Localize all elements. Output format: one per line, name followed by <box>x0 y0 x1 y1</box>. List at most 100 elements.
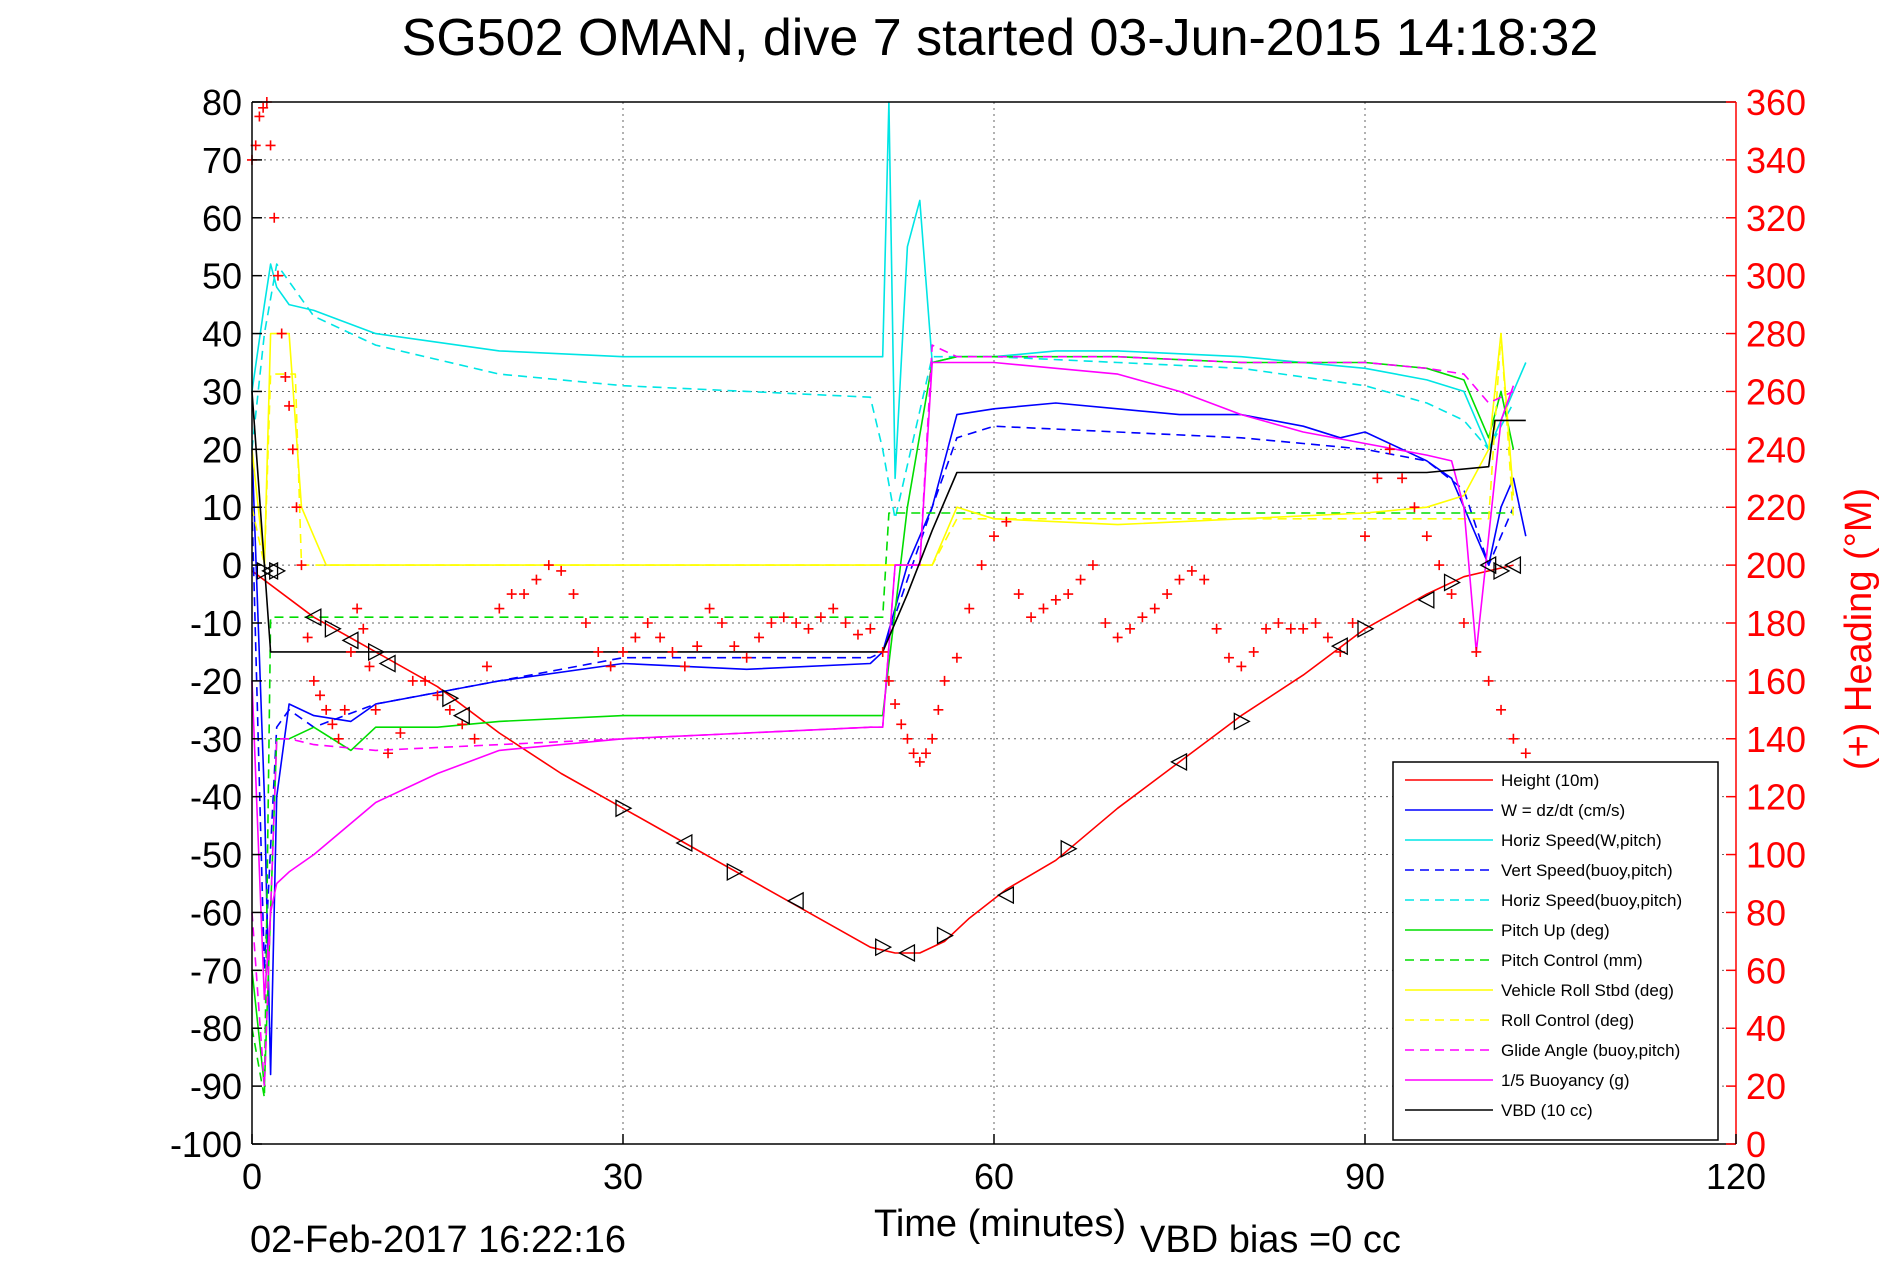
heading-marker-89 <box>1100 618 1111 628</box>
heading-marker-40 <box>556 565 567 576</box>
y-right-tick-label-4: 280 <box>1746 314 1806 355</box>
y-axis-right-ticks: 3603403203002802602402202001801601401201… <box>1726 82 1806 1165</box>
heading-marker-18 <box>327 719 338 730</box>
heading-marker-55 <box>741 652 752 663</box>
heading-marker-77 <box>951 652 962 663</box>
y-right-tick-label-13: 100 <box>1746 835 1806 876</box>
y-right-tick-label-7: 220 <box>1746 487 1806 528</box>
y-right-tick-label-15: 60 <box>1746 950 1786 991</box>
heading-marker-87 <box>1075 574 1086 585</box>
heading-marker-68 <box>890 699 901 710</box>
heading-marker-57 <box>766 618 777 628</box>
triangle-marker-25 <box>1479 556 1497 575</box>
heading-marker-73 <box>920 748 931 759</box>
heading-marker-119 <box>1471 646 1482 657</box>
x-tick-label-3: 90 <box>1345 1156 1385 1197</box>
y-left-tick-label-3: 50 <box>202 256 242 297</box>
heading-marker-25 <box>370 704 381 715</box>
heading-marker-70 <box>902 733 913 744</box>
footer-date: 02-Feb-2017 16:22:16 <box>250 1219 626 1261</box>
y-left-tick-label-4: 40 <box>202 314 242 355</box>
triangle-marker-4 <box>324 619 342 638</box>
heading-marker-60 <box>803 623 814 634</box>
heading-marker-62 <box>828 603 839 614</box>
y-left-tick-label-8: 0 <box>222 545 242 586</box>
y-left-tick-label-6: 20 <box>202 429 242 470</box>
triangle-marker-17 <box>996 885 1015 905</box>
y-right-tick-label-12: 120 <box>1746 777 1806 818</box>
legend-label-8: Roll Control (deg) <box>1501 1011 1634 1030</box>
heading-marker-47 <box>642 618 653 628</box>
legend-label-6: Pitch Control (mm) <box>1501 951 1643 970</box>
heading-marker-93 <box>1149 603 1160 614</box>
heading-marker-80 <box>989 531 999 542</box>
heading-marker-88 <box>1087 560 1098 571</box>
y-right-tick-label-3: 300 <box>1746 256 1806 297</box>
y-left-tick-label-11: -30 <box>190 719 242 760</box>
heading-marker-98 <box>1211 623 1222 634</box>
triangle-marker-23 <box>1417 590 1435 609</box>
heading-marker-72 <box>914 756 925 767</box>
heading-marker-28 <box>407 675 418 686</box>
series-line-0 <box>251 564 1514 954</box>
y-left-tick-label-13: -50 <box>190 835 242 876</box>
heading-marker-71 <box>908 748 919 759</box>
heading-marker-12 <box>291 502 302 513</box>
triangle-marker-22 <box>1357 619 1375 638</box>
heading-marker-100 <box>1236 661 1247 672</box>
triangle-marker-8 <box>442 689 460 708</box>
legend: Height (10m) W = dz/dt (cm/s) Horiz Speed(… <box>1392 761 1719 1141</box>
triangle-marker-19 <box>1170 752 1188 772</box>
heading-marker-2 <box>254 111 265 122</box>
legend-label-9: Glide Angle (buoy,pitch) <box>1501 1041 1680 1060</box>
heading-marker-46 <box>630 632 641 643</box>
heading-marker-41 <box>568 589 579 600</box>
heading-marker-66 <box>877 646 888 657</box>
chart-title: SG502 OMAN, dive 7 started 03-Jun-2015 1… <box>402 9 1599 67</box>
triangle-marker-10 <box>615 799 633 818</box>
heading-marker-121 <box>1496 704 1507 715</box>
heading-marker-7 <box>272 270 283 281</box>
y-left-tick-label-16: -80 <box>190 1008 242 1049</box>
series-line-8 <box>251 332 1515 566</box>
legend-label-2: Horiz Speed(W,pitch) <box>1501 831 1662 850</box>
triangle-marker-11 <box>675 833 693 853</box>
heading-marker-29 <box>420 675 431 686</box>
heading-marker-45 <box>618 646 628 657</box>
y-right-tick-label-9: 180 <box>1746 603 1806 644</box>
heading-marker-35 <box>494 603 505 614</box>
y-left-tick-label-2: 60 <box>202 198 242 239</box>
triangle-marker-21 <box>1330 637 1348 656</box>
heading-marker-13 <box>296 560 307 571</box>
heading-marker-114 <box>1409 502 1420 513</box>
y-left-tick-label-7: 10 <box>202 487 242 528</box>
triangle-marker-26 <box>1493 561 1511 580</box>
y-right-tick-label-5: 260 <box>1746 371 1806 412</box>
x-axis-label: Time (minutes) <box>874 1203 1126 1245</box>
legend-label-1: W = dz/dt (cm/s) <box>1501 801 1625 820</box>
heading-marker-6 <box>269 212 280 223</box>
heading-marker-94 <box>1162 589 1173 600</box>
series-line-3 <box>251 425 1515 972</box>
triangle-marker-14 <box>875 938 893 957</box>
heading-marker-69 <box>896 719 907 730</box>
x-axis-ticks: 0 30 60 90 120 <box>242 1134 1766 1197</box>
footer-vbd-bias: VBD bias =0 cc <box>1140 1219 1401 1261</box>
triangle-marker-27 <box>1504 556 1522 575</box>
y-left-tick-label-5: 30 <box>202 371 242 412</box>
heading-marker-79 <box>976 560 987 571</box>
heading-marker-85 <box>1050 594 1061 605</box>
heading-marker-110 <box>1360 531 1370 542</box>
triangle-marker-15 <box>898 943 916 963</box>
heading-marker-21 <box>345 646 356 657</box>
legend-label-11: VBD (10 cc) <box>1501 1101 1593 1120</box>
heading-marker-76 <box>939 675 950 686</box>
y-right-tick-label-17: 20 <box>1746 1066 1786 1107</box>
heading-marker-11 <box>287 444 298 455</box>
series-layer <box>251 101 1527 1099</box>
x-tick-label-4: 120 <box>1706 1156 1766 1197</box>
series-line-11 <box>251 391 1526 653</box>
heading-marker-74 <box>927 733 938 744</box>
heading-marker-58 <box>778 612 789 623</box>
heading-marker-5 <box>265 140 276 151</box>
